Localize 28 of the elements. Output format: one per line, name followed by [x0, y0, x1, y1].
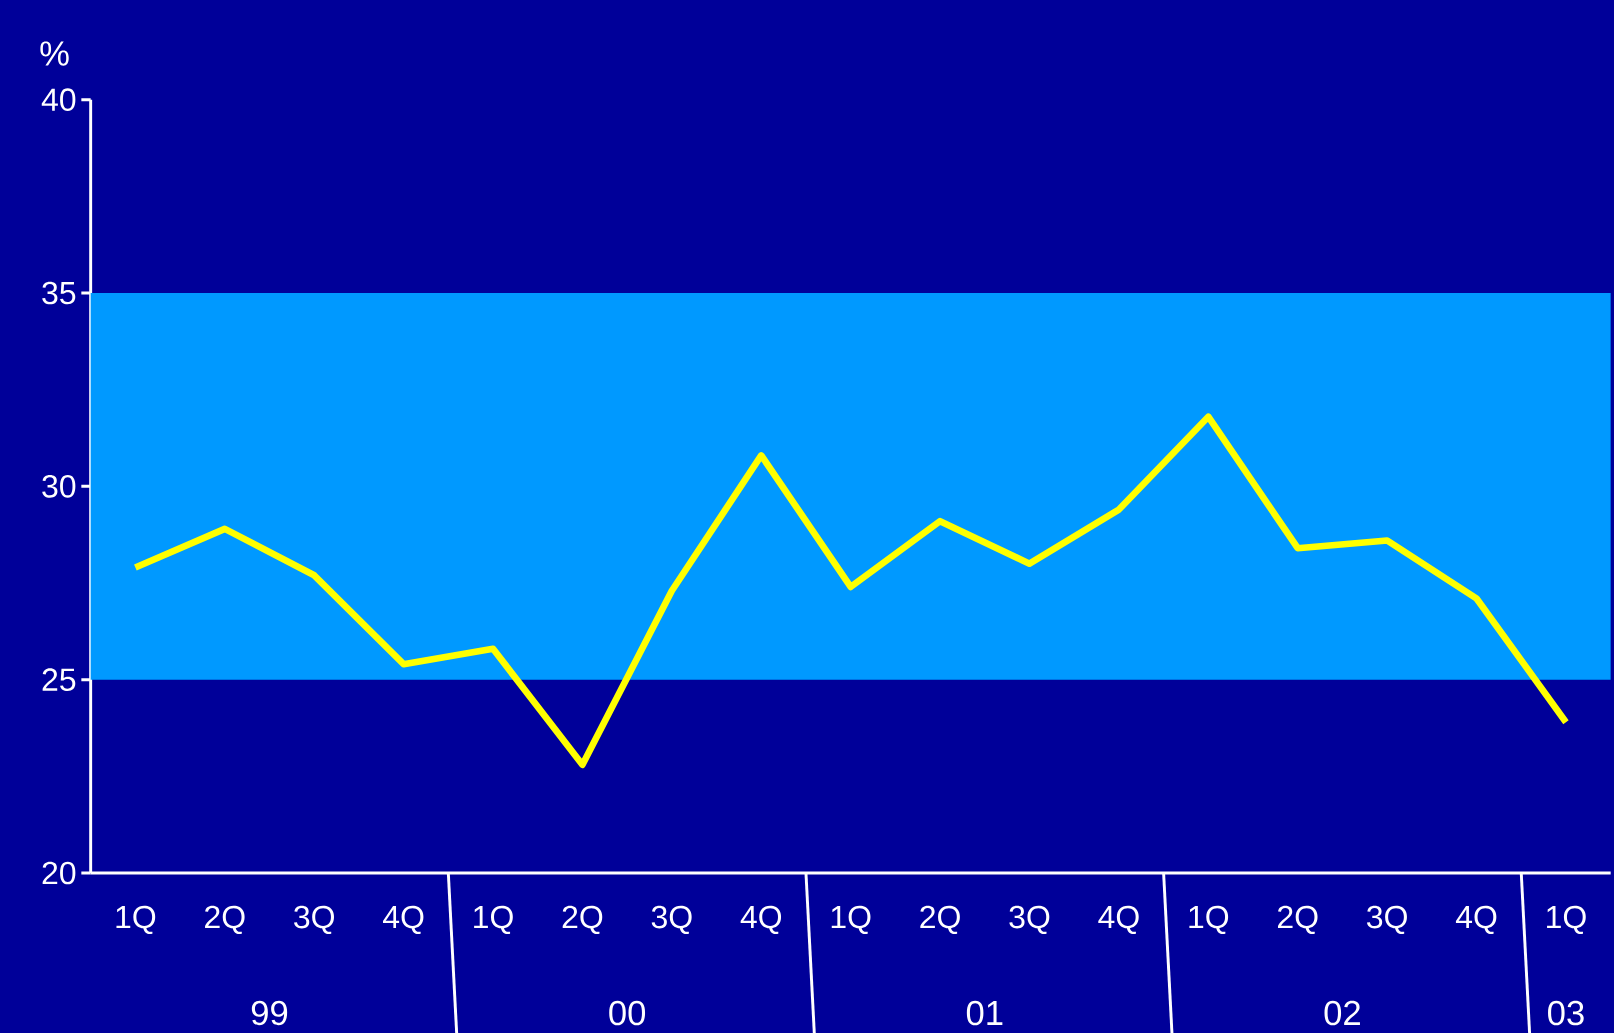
y-tick-label: 25	[42, 668, 76, 691]
x-tick-label: 1Q	[474, 905, 513, 935]
y-tick-label: 40	[41, 88, 76, 111]
text: 02	[1324, 1000, 1360, 1026]
x-tick-label: 1Q	[1189, 905, 1229, 935]
x-tick-label: 3Q	[1009, 905, 1050, 935]
x-tick-label: 1Q	[831, 905, 871, 935]
x-tick-label: 1Q	[1547, 905, 1586, 935]
x-tick-label: 3Q	[1367, 905, 1407, 935]
x-tick-label: 4Q	[383, 905, 424, 935]
x-tick-label: 2Q	[562, 905, 603, 935]
x-tick-label: 4Q	[1455, 905, 1497, 935]
y-tick-label: 35	[42, 281, 76, 305]
text: 01	[966, 1000, 1003, 1026]
y-axis-title: %	[40, 41, 69, 66]
x-tick-label: 3Q	[294, 905, 334, 935]
x-tick-label: 3Q	[651, 905, 692, 935]
x-tick-label: 2Q	[205, 905, 245, 935]
x-tick-label: 2Q	[1277, 905, 1318, 935]
y-tick-label: 20	[42, 861, 76, 885]
text: 03	[1548, 1000, 1584, 1026]
x-tick-label: 2Q	[920, 905, 960, 935]
x-tick-label: 1Q	[116, 905, 156, 935]
text: 99	[251, 1000, 288, 1026]
text: 00	[609, 1000, 646, 1026]
y-tick-label: 30	[42, 475, 76, 498]
x-tick-label: 4Q	[1098, 905, 1139, 935]
x-tick-label: 4Q	[740, 905, 782, 935]
